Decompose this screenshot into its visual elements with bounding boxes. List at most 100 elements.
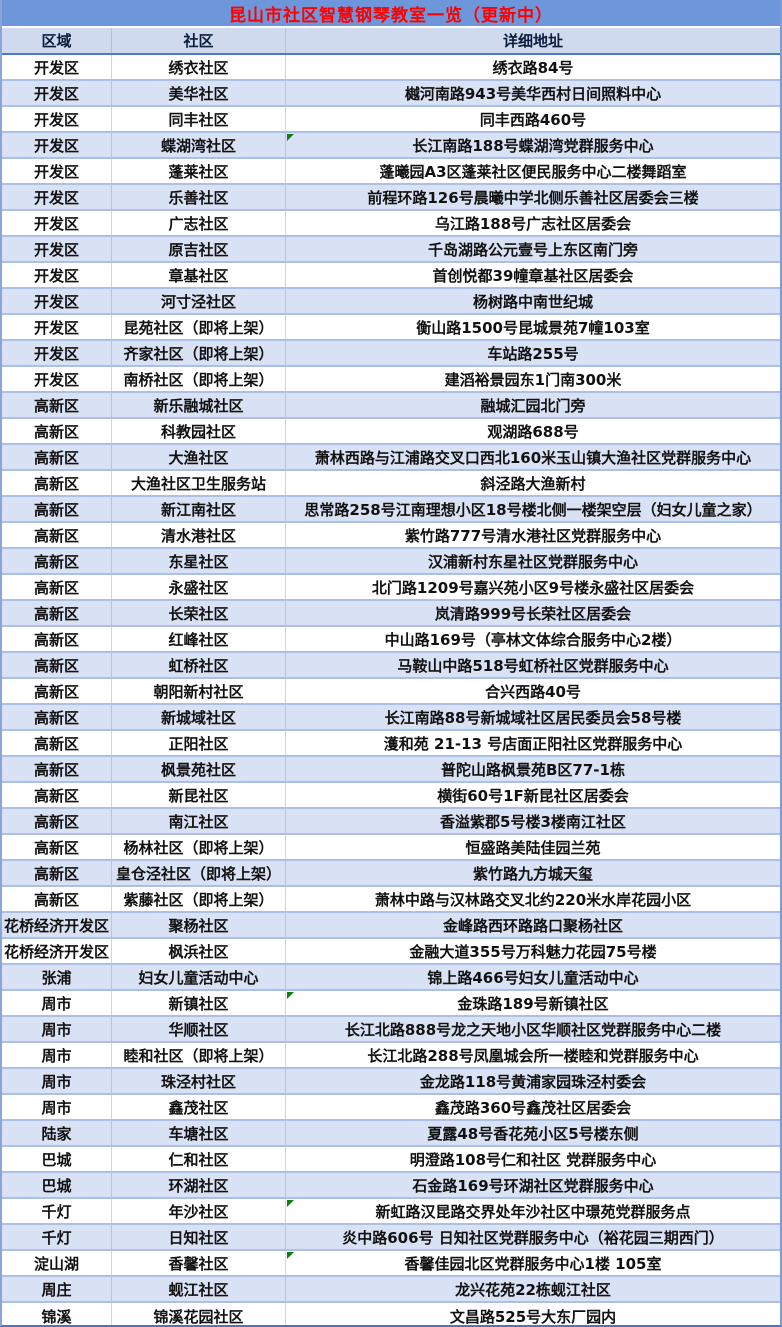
- region-cell: 高新区: [2, 549, 112, 573]
- table-row: 高新区 枫景苑社区 普陀山路枫景苑B区77-1栋: [2, 757, 780, 783]
- region-cell: 周市: [2, 1017, 112, 1041]
- address-text: 龙兴花苑22栋蚬江社区: [455, 1280, 611, 1299]
- region-cell: 高新区: [2, 809, 112, 833]
- address-cell: 夏露48号香花苑小区5号楼东侧: [286, 1121, 780, 1145]
- address-text: 金龙路118号黄浦家园珠泾村委会: [419, 1072, 647, 1091]
- region-cell: 开发区: [2, 133, 112, 157]
- community-cell: 皇仓泾社区（即将上架）: [112, 861, 286, 885]
- address-cell: 明澄路108号仁和社区 党群服务中心: [286, 1147, 780, 1171]
- address-cell: 乌江路188号广志社区居委会: [286, 211, 780, 235]
- address-text: 同丰西路460号: [479, 110, 587, 129]
- address-text: 樾河南路943号美华西村日间照料中心: [404, 84, 662, 103]
- address-cell: 杨树路中南世纪城: [286, 289, 780, 313]
- header-address: 详细地址: [502, 32, 563, 50]
- region-cell: 张浦: [2, 965, 112, 989]
- region-cell: 周市: [2, 991, 112, 1015]
- address-text: 横街60号1F新昆社区居委会: [437, 786, 629, 805]
- region-cell: 高新区: [2, 575, 112, 599]
- address-cell: 岚清路999号长荣社区居委会: [286, 601, 780, 625]
- address-cell: 合兴西路40号: [286, 679, 780, 703]
- address-cell: 马鞍山中路518号虹桥社区党群服务中心: [286, 653, 780, 677]
- region-cell: 锦溪: [2, 1303, 112, 1325]
- community-cell: 科教园社区: [112, 419, 286, 443]
- address-cell: 普陀山路枫景苑B区77-1栋: [286, 757, 780, 781]
- address-text: 金融大道355号万科魅力花园75号楼: [409, 942, 657, 961]
- address-text: 杨树路中南世纪城: [472, 292, 593, 311]
- address-cell: 鑫茂路360号鑫茂社区居委会: [286, 1095, 780, 1119]
- table-row: 高新区 长荣社区 岚清路999号长荣社区居委会: [2, 601, 780, 627]
- address-cell: 北门路1209号嘉兴苑小区9号楼永盛社区居委会: [286, 575, 780, 599]
- table-row: 高新区 皇仓泾社区（即将上架） 紫竹路九方城天玺: [2, 861, 780, 887]
- region-cell: 高新区: [2, 601, 112, 625]
- address-cell: 锦上路466号妇女儿童活动中心: [286, 965, 780, 989]
- address-cell: 车站路255号: [286, 341, 780, 365]
- address-cell: 萧林西路与江浦路交叉口西北160米玉山镇大渔社区党群服务中心: [286, 445, 780, 469]
- region-cell: 开发区: [2, 367, 112, 391]
- community-cell: 年沙社区: [112, 1199, 286, 1223]
- address-text: 融城汇园北门旁: [480, 396, 586, 415]
- table-row: 开发区 原吉社区 千岛湖路公元壹号上东区南门旁: [2, 237, 780, 263]
- table-row: 千灯 日知社区 炎中路606号 日知社区党群服务中心（裕花园三期西门）: [2, 1225, 780, 1251]
- community-cell: 河寸泾社区: [112, 289, 286, 313]
- address-text: 明澄路108号仁和社区 党群服务中心: [409, 1150, 657, 1169]
- region-cell: 开发区: [2, 237, 112, 261]
- community-cell: 紫藤社区（即将上架）: [112, 887, 286, 911]
- region-cell: 高新区: [2, 497, 112, 521]
- address-text: 石金路169号环湖社区党群服务中心: [412, 1176, 654, 1195]
- address-text: 恒盛路美陆佳园兰苑: [465, 838, 601, 857]
- address-cell: 紫竹路九方城天玺: [286, 861, 780, 885]
- table-row: 高新区 大渔社区 萧林西路与江浦路交叉口西北160米玉山镇大渔社区党群服务中心: [2, 445, 780, 471]
- community-cell: 乐善社区: [112, 185, 286, 209]
- address-text: 文昌路525号大东厂园内: [449, 1307, 617, 1326]
- table-row: 高新区 新江南社区 思常路258号江南理想小区18号楼北侧一楼架空层（妇女儿童之…: [2, 497, 780, 523]
- table-body: 开发区 绣衣社区 绣衣路84号 开发区 美华社区 樾河南路943号美华西村日间照…: [2, 55, 780, 1326]
- address-text: 紫竹路777号清水港社区党群服务中心: [404, 526, 662, 545]
- community-cell: 章基社区: [112, 263, 286, 287]
- table-row: 张浦 妇女儿童活动中心 锦上路466号妇女儿童活动中心: [2, 965, 780, 991]
- community-cell: 华顺社区: [112, 1017, 286, 1041]
- community-cell: 清水港社区: [112, 523, 286, 547]
- community-cell: 聚杨社区: [112, 913, 286, 937]
- community-cell: 绣衣社区: [112, 55, 286, 79]
- region-cell: 陆家: [2, 1121, 112, 1145]
- region-cell: 千灯: [2, 1225, 112, 1249]
- table-row: 周市 华顺社区 长江北路888号龙之天地小区华顺社区党群服务中心二楼: [2, 1017, 780, 1043]
- community-cell: 蚬江社区: [112, 1277, 286, 1301]
- address-text: 中山路169号（亭林文体综合服务中心2楼）: [384, 630, 682, 649]
- table-row: 高新区 正阳社区 濩和苑 21-13 号店面正阳社区党群服务中心: [2, 731, 780, 757]
- address-text: 长江南路188号蝶湖湾党群服务中心: [412, 136, 654, 155]
- table-row: 开发区 同丰社区 同丰西路460号: [2, 107, 780, 133]
- address-cell: 文昌路525号大东厂园内: [286, 1303, 780, 1326]
- table-row: 开发区 蓬莱社区 蓬曦园A3区蓬莱社区便民服务中心二楼舞蹈室: [2, 159, 780, 185]
- address-text: 长江南路88号新城域社区居民委员会58号楼: [384, 708, 682, 727]
- address-cell: 香溢紫郡5号楼3楼南江社区: [286, 809, 780, 833]
- address-cell: 金龙路118号黄浦家园珠泾村委会: [286, 1069, 780, 1093]
- community-cell: 大渔社区: [112, 445, 286, 469]
- table-row: 高新区 新城域社区 长江南路88号新城域社区居民委员会58号楼: [2, 705, 780, 731]
- table-row: 高新区 大渔社区卫生服务站 斜泾路大渔新村: [2, 471, 780, 497]
- community-cell: 车塘社区: [112, 1121, 286, 1145]
- table-row: 高新区 红峰社区 中山路169号（亭林文体综合服务中心2楼）: [2, 627, 780, 653]
- address-cell: 前程环路126号晨曦中学北侧乐善社区居委会三楼: [286, 185, 780, 209]
- table-row: 周市 睦和社区（即将上架） 长江北路288号凤凰城会所一楼睦和党群服务中心: [2, 1043, 780, 1069]
- region-cell: 开发区: [2, 185, 112, 209]
- table-row: 高新区 朝阳新村社区 合兴西路40号: [2, 679, 780, 705]
- table-row: 周市 鑫茂社区 鑫茂路360号鑫茂社区居委会: [2, 1095, 780, 1121]
- community-cell: 仁和社区: [112, 1147, 286, 1171]
- address-text: 思常路258号江南理想小区18号楼北侧一楼架空层（妇女儿童之家）: [304, 500, 762, 519]
- table-row: 高新区 科教园社区 观湖路688号: [2, 419, 780, 445]
- address-text: 夏露48号香花苑小区5号楼东侧: [427, 1124, 639, 1143]
- community-cell: 枫景苑社区: [112, 757, 286, 781]
- region-cell: 高新区: [2, 653, 112, 677]
- community-cell: 原吉社区: [112, 237, 286, 261]
- table-row: 高新区 东星社区 汉浦新村东星社区党群服务中心: [2, 549, 780, 575]
- address-cell: 龙兴花苑22栋蚬江社区: [286, 1277, 780, 1301]
- region-cell: 周市: [2, 1069, 112, 1093]
- address-text: 马鞍山中路518号虹桥社区党群服务中心: [397, 656, 669, 675]
- comment-marker-icon: [287, 134, 294, 141]
- community-cell: 环湖社区: [112, 1173, 286, 1197]
- address-cell: 长江南路188号蝶湖湾党群服务中心: [286, 133, 780, 157]
- address-cell: 观湖路688号: [286, 419, 780, 443]
- table-row: 锦溪 锦溪花园社区 文昌路525号大东厂园内: [2, 1303, 780, 1326]
- community-cell: 长荣社区: [112, 601, 286, 625]
